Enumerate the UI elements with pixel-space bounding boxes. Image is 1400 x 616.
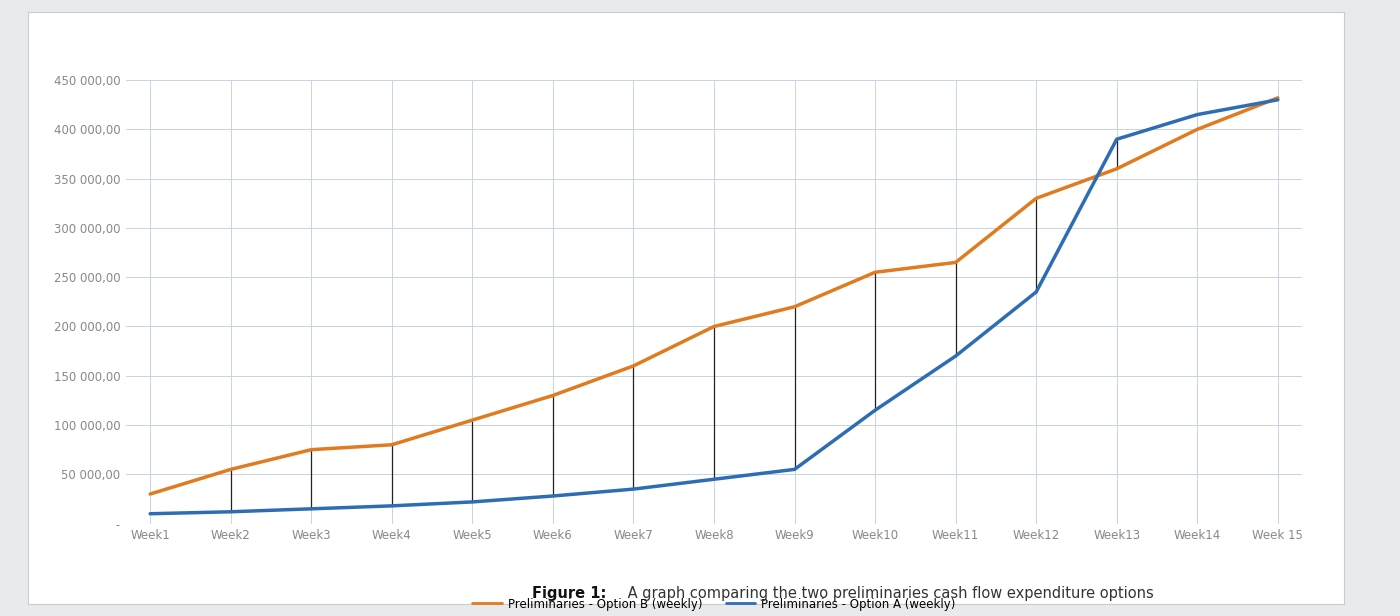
Preliminaries - Option B (weekly) <box>545 392 561 399</box>
Preliminaries - Option A (weekly) <box>1270 96 1287 103</box>
Preliminaries - Option A (weekly) <box>867 407 883 414</box>
Line: Preliminaries - Option B (weekly): Preliminaries - Option B (weekly) <box>150 98 1278 494</box>
Preliminaries - Option B (weekly) <box>1028 195 1044 202</box>
Preliminaries - Option B (weekly) <box>948 259 965 266</box>
Preliminaries - Option B (weekly) <box>1270 94 1287 102</box>
Preliminaries - Option B (weekly) <box>1189 126 1205 133</box>
Text: A graph comparing the two preliminaries cash flow expenditure options: A graph comparing the two preliminaries … <box>623 586 1154 601</box>
Legend: Preliminaries - Option B (weekly), Preliminaries - Option A (weekly): Preliminaries - Option B (weekly), Preli… <box>468 593 960 615</box>
Preliminaries - Option B (weekly) <box>463 416 480 424</box>
Text: Figure 1:: Figure 1: <box>532 586 606 601</box>
Preliminaries - Option A (weekly) <box>787 466 804 473</box>
Preliminaries - Option A (weekly) <box>948 352 965 360</box>
Preliminaries - Option B (weekly) <box>1109 165 1126 172</box>
Preliminaries - Option B (weekly) <box>302 446 319 453</box>
Preliminaries - Option B (weekly) <box>384 441 400 448</box>
Preliminaries - Option B (weekly) <box>787 303 804 310</box>
Preliminaries - Option B (weekly) <box>867 269 883 276</box>
Preliminaries - Option B (weekly) <box>223 466 239 473</box>
Preliminaries - Option A (weekly) <box>706 476 722 483</box>
Preliminaries - Option A (weekly) <box>223 508 239 516</box>
Preliminaries - Option A (weekly) <box>1028 288 1044 296</box>
Preliminaries - Option A (weekly) <box>1109 136 1126 143</box>
Preliminaries - Option B (weekly) <box>706 323 722 330</box>
Preliminaries - Option A (weekly) <box>624 485 641 493</box>
Preliminaries - Option A (weekly) <box>384 502 400 509</box>
Preliminaries - Option A (weekly) <box>463 498 480 506</box>
Preliminaries - Option B (weekly) <box>141 490 158 498</box>
Preliminaries - Option A (weekly) <box>545 492 561 500</box>
Preliminaries - Option A (weekly) <box>302 505 319 513</box>
Line: Preliminaries - Option A (weekly): Preliminaries - Option A (weekly) <box>150 100 1278 514</box>
Preliminaries - Option B (weekly) <box>624 362 641 370</box>
Preliminaries - Option A (weekly) <box>1189 111 1205 118</box>
Preliminaries - Option A (weekly) <box>141 510 158 517</box>
